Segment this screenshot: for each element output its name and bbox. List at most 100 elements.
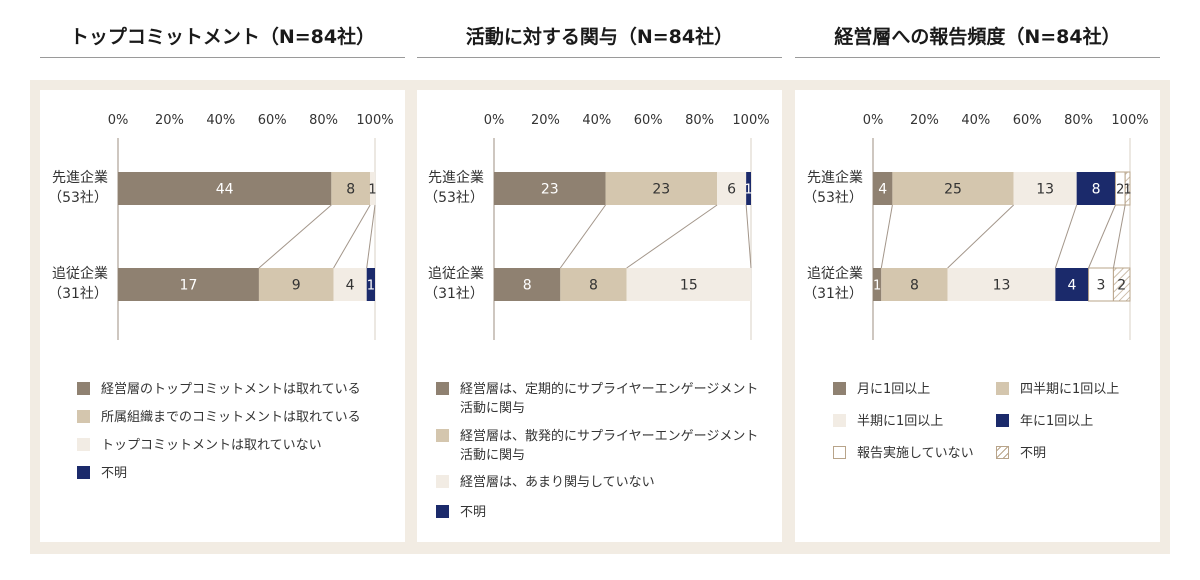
- legend-swatch: [436, 505, 449, 518]
- bar-segment: [1076, 172, 1116, 205]
- legend-item: 経営層は、散発的にサプライヤーエンゲージメント活動に関与: [436, 427, 771, 465]
- legend-label: 不明: [460, 505, 487, 520]
- category-label: 追従企業: [52, 265, 108, 282]
- chart-panel-3: [795, 90, 1160, 542]
- tick-label: 20%: [531, 113, 560, 128]
- category-count-label: （31社）: [803, 286, 863, 302]
- data-label: 23: [541, 182, 559, 198]
- data-label: 1: [1123, 183, 1131, 198]
- legend-item: 所属組織までのコミットメントは取れている: [77, 408, 361, 427]
- legend-item: 半期に1回以上: [833, 412, 943, 431]
- legend-swatch: [436, 429, 449, 442]
- bar-segment: [746, 172, 751, 205]
- tick-label: 80%: [309, 113, 338, 128]
- data-label: 2: [1116, 183, 1124, 198]
- data-label: 1: [873, 279, 881, 294]
- legend-label: 所属組織までのコミットメントは取れている: [101, 410, 361, 425]
- legend-item: 不明: [996, 444, 1046, 463]
- legend-label: 経営層は、散発的にサプライヤーエンゲージメント活動に関与: [460, 429, 759, 463]
- legend-swatch: [77, 438, 90, 451]
- category-count-label: （53社）: [424, 190, 484, 206]
- data-label: 8: [523, 278, 532, 294]
- bar-segment: [560, 268, 627, 301]
- legend-item: 月に1回以上: [833, 380, 930, 399]
- bar-segment: [258, 268, 334, 301]
- legend-swatch: [77, 466, 90, 479]
- data-label: 17: [180, 278, 198, 294]
- legend-swatch: [436, 382, 449, 395]
- tick-label: 0%: [484, 113, 505, 128]
- legend-swatch: [833, 446, 846, 459]
- legend-swatch: [833, 414, 846, 427]
- bar-segment: [370, 172, 375, 205]
- data-label: 25: [944, 182, 962, 198]
- tick-label: 60%: [1013, 113, 1042, 128]
- bar-segment: [494, 268, 561, 301]
- data-label: 8: [1092, 182, 1101, 198]
- connector-line: [1054, 204, 1078, 269]
- legend-label: 不明: [101, 466, 128, 481]
- category-count-label: （31社）: [424, 286, 484, 302]
- connector-line: [626, 204, 718, 269]
- legend-label: 報告実施していない: [857, 446, 974, 461]
- legend-item: 不明: [77, 464, 127, 483]
- title-rule-1: [40, 57, 405, 58]
- connector-line: [366, 204, 376, 269]
- bar-segment: [331, 172, 371, 205]
- legend-item: 経営層は、定期的にサプライヤーエンゲージメント活動に関与: [436, 380, 771, 418]
- connector-line: [745, 204, 752, 269]
- data-label: 8: [910, 278, 919, 294]
- legend-item: トップコミットメントは取れていない: [77, 436, 322, 455]
- tick-label: 40%: [961, 113, 990, 128]
- bar-segment: [366, 268, 375, 301]
- chart-title-2: 活動に対する関与（N=84社）: [465, 26, 734, 48]
- bar-segment: [605, 172, 718, 205]
- data-label: 8: [346, 182, 355, 198]
- data-label: 6: [727, 182, 736, 198]
- data-label: 13: [993, 278, 1011, 294]
- title-rule-2: [417, 57, 782, 58]
- data-label: 44: [216, 182, 234, 198]
- tick-label: 100%: [1111, 113, 1148, 128]
- data-label: 8: [589, 278, 598, 294]
- category-count-label: （53社）: [48, 190, 108, 206]
- connector-line: [880, 204, 893, 269]
- tick-label: 100%: [732, 113, 769, 128]
- legend-label: トップコミットメントは取れていない: [101, 438, 322, 453]
- bar-segment: [873, 268, 882, 301]
- legend-item: 不明: [436, 503, 486, 522]
- bar-segment: [1055, 268, 1089, 301]
- legend-swatch: [996, 446, 1009, 459]
- bar-segment: [1112, 267, 1131, 302]
- title-rule-3: [795, 57, 1160, 58]
- tick-label: 40%: [582, 113, 611, 128]
- legend-swatch: [436, 475, 449, 488]
- legend-swatch: [833, 382, 846, 395]
- bar-segment: [873, 172, 893, 205]
- tick-label: 80%: [1064, 113, 1093, 128]
- data-label: 4: [346, 278, 355, 294]
- category-label: 追従企業: [807, 265, 863, 282]
- connector-line: [258, 204, 332, 269]
- legend-swatch: [996, 414, 1009, 427]
- connector-line: [947, 204, 1014, 269]
- data-label: 23: [652, 182, 670, 198]
- connector-line: [559, 204, 606, 269]
- legend-swatch: [77, 382, 90, 395]
- tick-label: 0%: [108, 113, 129, 128]
- data-label: 4: [1068, 278, 1077, 294]
- legend-item: 報告実施していない: [833, 444, 974, 463]
- tick-label: 40%: [206, 113, 235, 128]
- bar-segment: [892, 172, 1014, 205]
- bar-segment: [118, 268, 259, 301]
- legend-label: 不明: [1020, 446, 1047, 461]
- legend-label: 経営層は、あまり関与していない: [460, 475, 655, 490]
- bar-segment: [626, 268, 751, 301]
- legend-swatch: [996, 382, 1009, 395]
- tick-label: 20%: [155, 113, 184, 128]
- data-label: 1: [368, 183, 376, 198]
- legend-3: 月に1回以上 四半期に1回以上 半期に1回以上 年に1回以上 報告実施していない…: [833, 380, 1153, 480]
- tick-label: 60%: [634, 113, 663, 128]
- category-label: 先進企業: [428, 169, 484, 186]
